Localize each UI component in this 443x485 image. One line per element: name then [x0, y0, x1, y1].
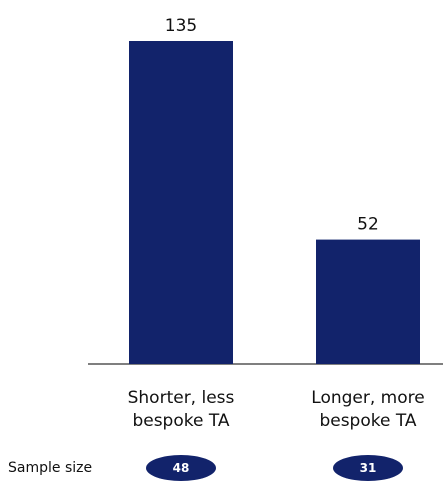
category-label-1-line-1: Shorter, less	[128, 388, 235, 408]
sample-size-label: Sample size	[8, 460, 92, 476]
category-label-2-line-1: Longer, more	[311, 388, 424, 408]
value-label-1: 135	[165, 16, 197, 36]
category-labels: Shorter, less bespoke TA Longer, more bespo…	[128, 388, 425, 431]
sample-size-value-1: 48	[173, 461, 190, 475]
sample-size-badge-1	[146, 455, 216, 481]
bar-2	[316, 239, 420, 364]
data-labels: 135 52	[165, 16, 379, 235]
category-label-1-line-2: bespoke TA	[132, 411, 229, 431]
bars	[129, 41, 420, 364]
bar-1	[129, 41, 233, 364]
sample-size-badge-2	[333, 455, 403, 481]
sample-size-badges: 48 31	[146, 455, 403, 481]
category-label-2-line-2: bespoke TA	[319, 411, 416, 431]
sample-size-value-2: 31	[360, 461, 377, 475]
value-label-2: 52	[357, 215, 379, 235]
